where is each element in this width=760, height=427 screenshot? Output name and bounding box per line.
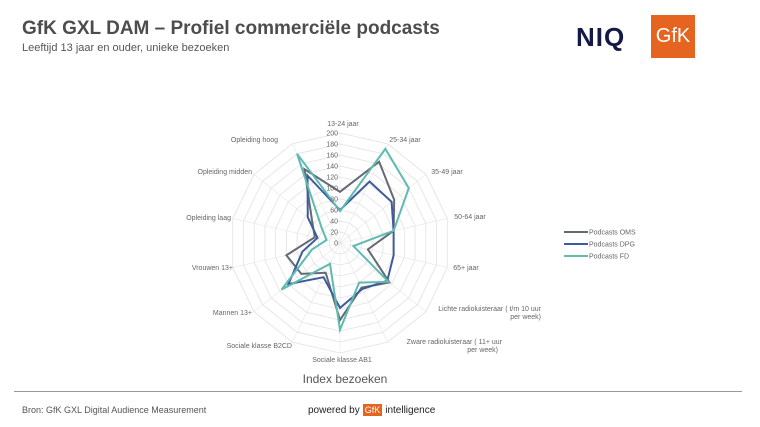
niq-logo: NIQ: [576, 22, 626, 52]
grid-spoke: [339, 242, 388, 343]
grid-spoke: [232, 218, 341, 244]
tick-label: 100: [326, 186, 338, 193]
category-label: Mannen 13+: [213, 310, 252, 317]
tick-label: 20: [330, 230, 338, 237]
tick-label: 120: [326, 175, 338, 182]
category-label: Opleiding laag: [186, 215, 231, 222]
category-label: Zware radioluisteraar ( 11+ uur per week): [407, 339, 503, 354]
powered-by-text: powered by: [308, 404, 360, 416]
gfk-logo: GfK: [651, 15, 695, 58]
legend-entry: Podcasts OMS: [589, 230, 636, 237]
series-line-podcasts-dpg: [286, 173, 395, 310]
category-label: 65+ jaar: [453, 265, 479, 272]
page-subtitle: Leeftijd 13 jaar en ouder, unieke bezoek…: [22, 42, 230, 54]
category-label: Sociale klasse B2CD: [227, 343, 292, 350]
category-label: 13-24 jaar: [327, 121, 359, 128]
category-label: Opleiding midden: [198, 169, 253, 176]
grid-spoke: [339, 174, 427, 244]
tick-label: 0: [334, 241, 338, 248]
tick-label: 80: [330, 197, 338, 204]
category-label: 25-34 jaar: [389, 137, 421, 144]
grid-spoke: [253, 174, 341, 244]
powered-by-suffix: intelligence: [385, 404, 436, 416]
gfk-mini-logo: GfK: [362, 404, 383, 416]
source-note: Bron: GfK GXL Digital Audience Measureme…: [22, 405, 207, 415]
tick-label: 180: [326, 142, 338, 149]
grid-spoke: [292, 242, 341, 343]
legend-entry: Podcasts DPG: [589, 242, 635, 249]
page-title: GfK GXL DAM – Profiel commerciële podcas…: [22, 18, 440, 39]
footer-divider: [14, 391, 742, 392]
tick-label: 160: [326, 153, 338, 160]
category-label: Opleiding hoog: [231, 137, 278, 144]
category-label: Lichte radioluisteraar ( t/m 10 uur per w…: [438, 306, 541, 321]
category-label: Vrouwen 13+: [192, 265, 233, 272]
category-label: 50-64 jaar: [454, 214, 486, 221]
grid-spoke: [253, 242, 341, 312]
tick-label: 200: [326, 131, 338, 138]
tick-label: 60: [330, 208, 338, 215]
legend-entry: Podcasts FD: [589, 254, 629, 261]
series-line-podcasts-fd: [280, 147, 410, 334]
tick-label: 40: [330, 219, 338, 226]
tick-label: 140: [326, 164, 338, 171]
axis-title: Index bezoeken: [303, 372, 388, 386]
grid-spoke: [339, 143, 388, 244]
category-label: Sociale klasse AB1: [312, 357, 372, 364]
powered-by: powered by GfK intelligence: [308, 404, 435, 416]
category-label: 35-49 jaar: [431, 169, 463, 176]
